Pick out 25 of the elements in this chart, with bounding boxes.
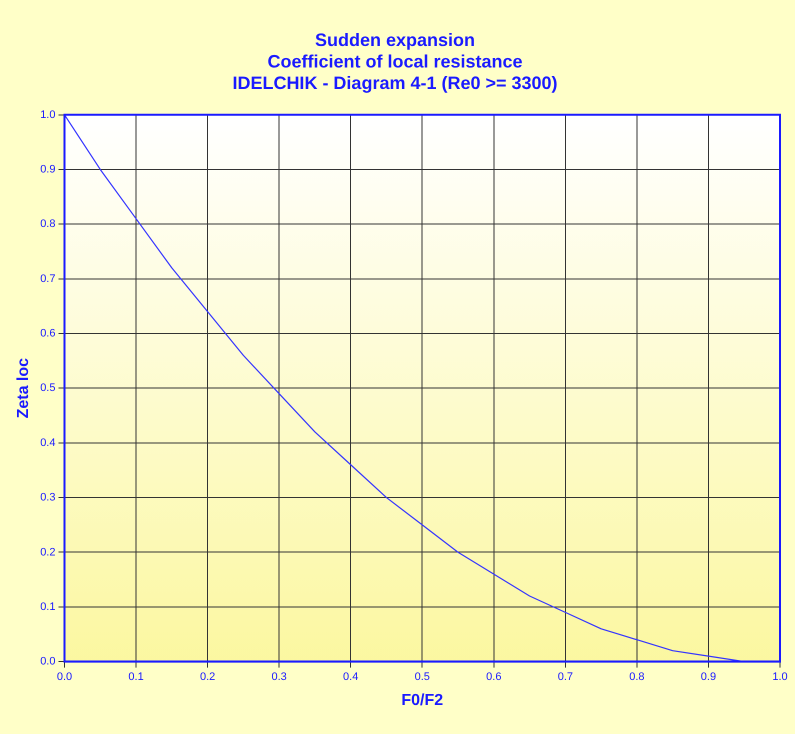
y-tick-label: 0.6 xyxy=(40,328,56,340)
x-tick-label: 0.7 xyxy=(558,671,573,684)
x-tick-label: 0.5 xyxy=(414,671,430,684)
x-tick-label: 0.2 xyxy=(200,671,216,684)
y-tick-label: 0.0 xyxy=(40,656,56,668)
x-tick-label: 0.4 xyxy=(343,671,358,684)
y-axis-title: Zeta loc xyxy=(15,358,32,418)
x-tick-label: 0.0 xyxy=(56,671,72,684)
x-tick-label: 0.6 xyxy=(486,671,502,684)
y-tick-label: 0.3 xyxy=(40,492,56,504)
y-tick-label: 0.1 xyxy=(40,600,56,613)
y-tick-label: 0.7 xyxy=(40,272,56,285)
x-tick-label: 0.3 xyxy=(271,671,287,684)
y-tick-label: 0.4 xyxy=(40,436,56,449)
y-tick-label: 0.2 xyxy=(40,546,56,558)
x-tick-label: 1.0 xyxy=(772,671,788,684)
y-tick-label: 0.8 xyxy=(40,218,56,230)
y-tick-label: 1.0 xyxy=(40,108,56,121)
x-tick-label: 0.1 xyxy=(128,671,144,684)
chart-title: Sudden expansion Coefficient of local resistance IDELCHIK - Diagram 4-1 (Re0 >= 3300) xyxy=(232,30,558,93)
x-axis-title: F0/F2 xyxy=(401,692,444,709)
x-tick-label: 0.8 xyxy=(629,671,645,684)
x-tick-label: 0.9 xyxy=(700,671,716,684)
y-tick-label: 0.5 xyxy=(40,382,56,394)
y-tick-label: 0.9 xyxy=(40,164,56,176)
